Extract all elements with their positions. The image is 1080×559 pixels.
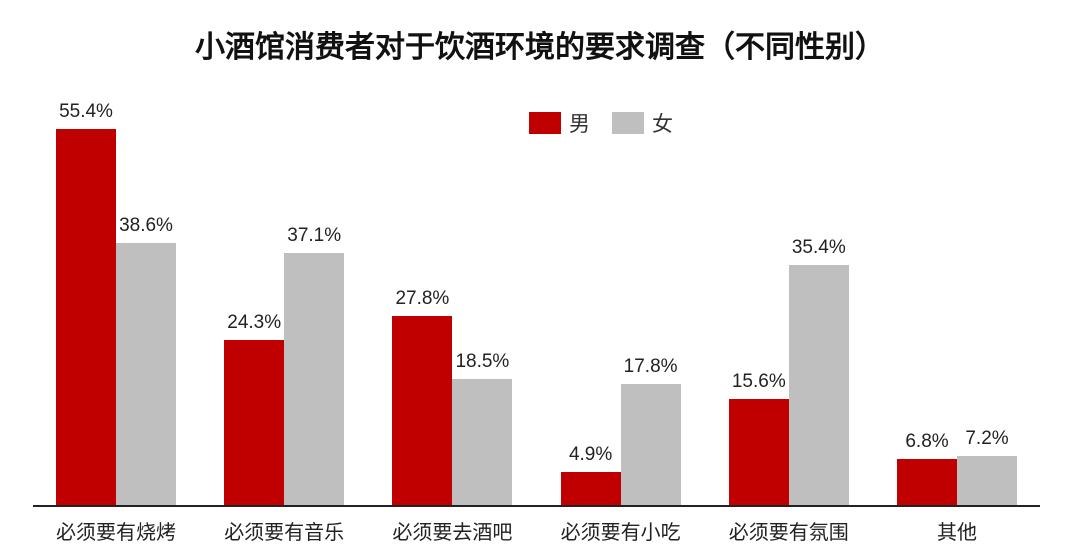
data-label: 24.3% bbox=[227, 312, 282, 333]
legend: 男 女 bbox=[529, 108, 695, 138]
bar-male bbox=[897, 458, 957, 505]
data-label: 18.5% bbox=[455, 351, 510, 373]
data-label: 27.8% bbox=[395, 288, 450, 310]
data-label: 7.2% bbox=[965, 428, 1009, 450]
data-label: 4.9% bbox=[568, 443, 613, 465]
category-label: 必须要去酒吧 bbox=[392, 520, 513, 544]
category-label: 必须要有小吃 bbox=[560, 520, 681, 544]
data-label: 15.6% bbox=[731, 371, 786, 393]
data-label: 37.1% bbox=[287, 225, 342, 247]
category-label: 必须要有烧烤 bbox=[56, 520, 176, 544]
category-label: 其他 bbox=[937, 520, 977, 544]
bar-female bbox=[452, 379, 513, 505]
category-label: 必须要有音乐 bbox=[224, 520, 345, 544]
chart-title: 小酒馆消费者对于饮酒环境的要求调查（不同性别） bbox=[195, 30, 885, 65]
legend-swatch-female bbox=[612, 112, 644, 134]
category-label: 必须要有氛围 bbox=[728, 520, 849, 544]
bar-male bbox=[56, 128, 116, 505]
bar-female bbox=[284, 253, 345, 505]
legend-label-male: 男 bbox=[569, 112, 590, 136]
legend-item-male: 男 bbox=[529, 108, 590, 138]
legend-swatch-male bbox=[529, 112, 561, 134]
x-axis-line bbox=[33, 505, 1040, 507]
bar-male bbox=[224, 340, 285, 505]
legend-label-female: 女 bbox=[652, 112, 673, 136]
data-label: 6.8% bbox=[905, 430, 949, 452]
data-label: 38.6% bbox=[119, 214, 173, 236]
bar-male bbox=[392, 316, 453, 505]
bar-female bbox=[957, 456, 1017, 505]
data-label: 55.4% bbox=[59, 100, 113, 122]
bar-female bbox=[620, 384, 681, 505]
legend-item-female: 女 bbox=[612, 108, 673, 138]
data-label: 17.8% bbox=[623, 356, 678, 378]
bar-female bbox=[116, 242, 176, 505]
data-label: 35.4% bbox=[791, 236, 846, 258]
bar-male bbox=[728, 399, 789, 505]
bar-male bbox=[560, 471, 621, 505]
bar-female bbox=[788, 264, 849, 505]
